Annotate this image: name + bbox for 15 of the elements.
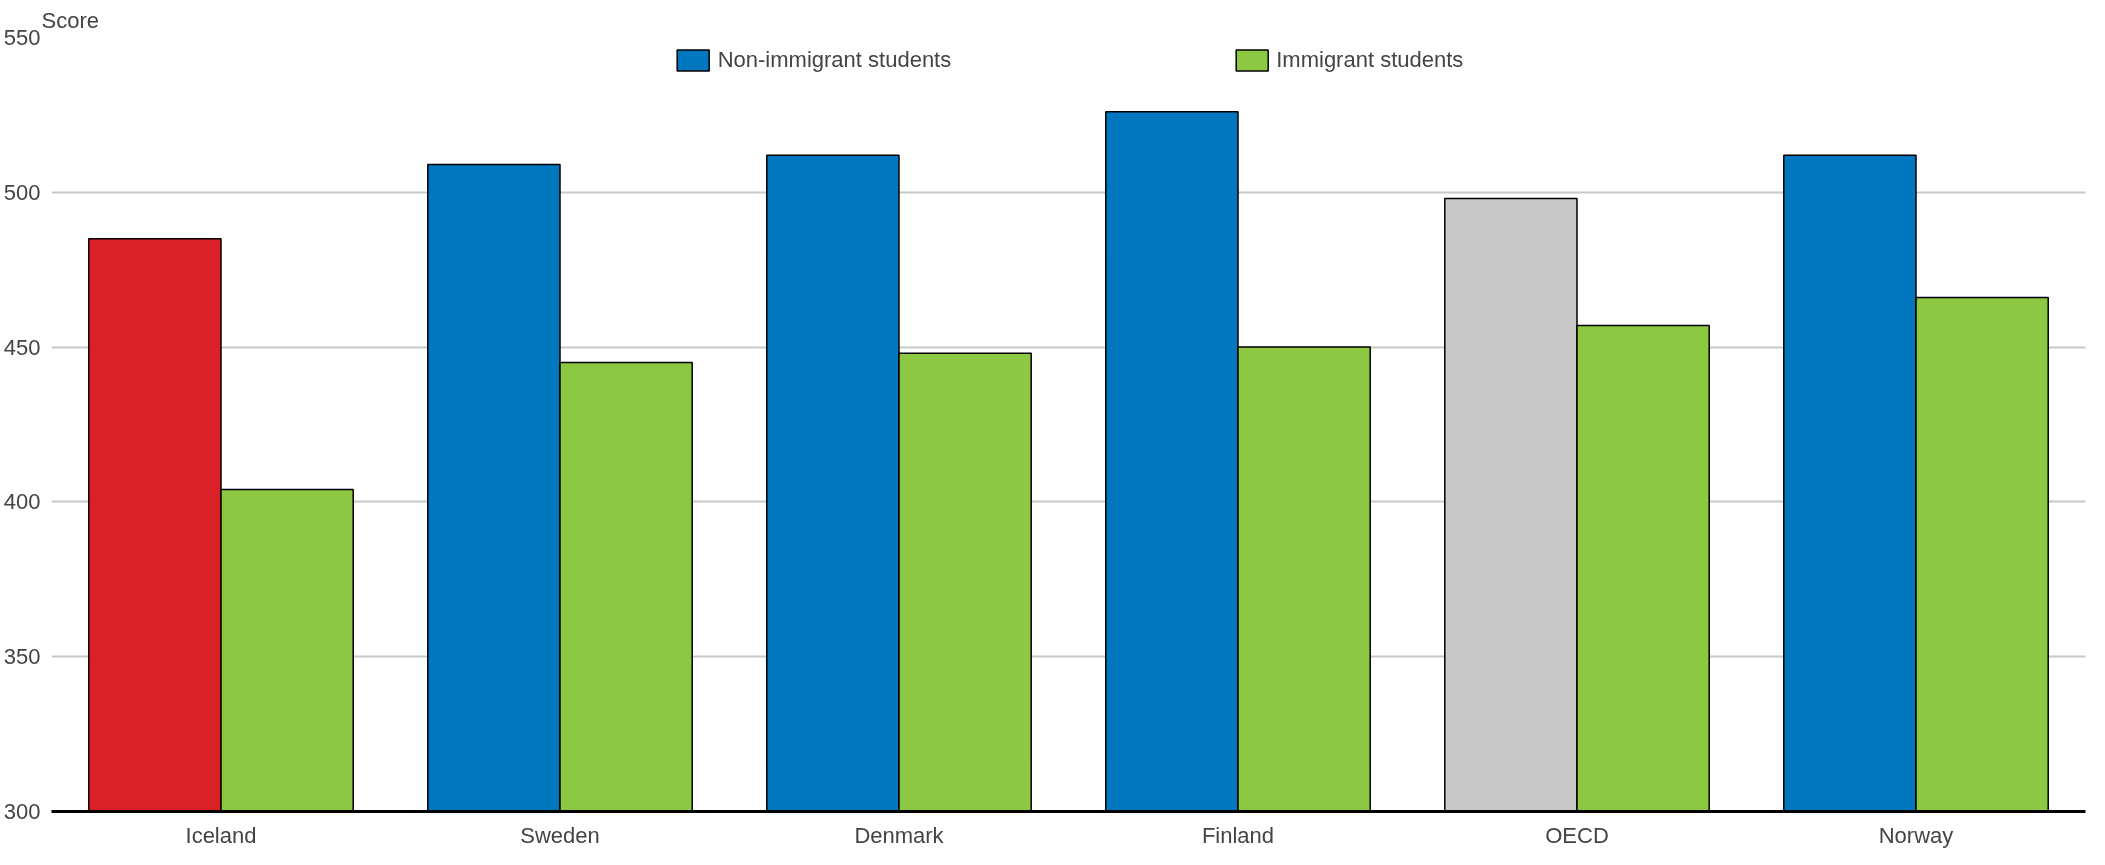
y-tick-label: 550 bbox=[3, 25, 41, 50]
legend-label: Immigrant students bbox=[1276, 47, 1464, 73]
y-tick-label: 350 bbox=[3, 644, 41, 670]
x-tick-label: Sweden bbox=[520, 822, 600, 848]
x-tick-label: Finland bbox=[1201, 822, 1275, 848]
x-tick-label: Norway bbox=[1878, 822, 1954, 848]
y-axis-title: Score bbox=[41, 7, 99, 33]
y-tick-label: 450 bbox=[3, 334, 41, 360]
y-tick-label: 400 bbox=[3, 489, 41, 515]
y-tick-label: 500 bbox=[3, 179, 41, 205]
x-tick-label: Denmark bbox=[854, 822, 945, 848]
x-tick-label: Iceland bbox=[185, 822, 257, 848]
y-tick-label: 300 bbox=[3, 799, 41, 824]
x-tick-label: OECD bbox=[1545, 822, 1609, 848]
legend-label: Non-immigrant students bbox=[717, 47, 952, 73]
